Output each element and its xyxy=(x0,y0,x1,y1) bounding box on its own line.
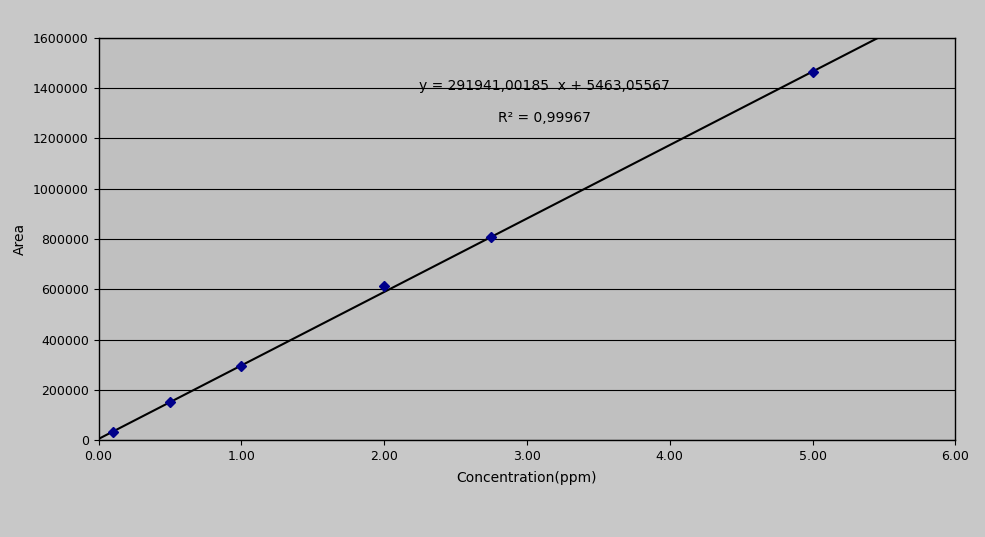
Text: y = 291941,00185  x + 5463,05567: y = 291941,00185 x + 5463,05567 xyxy=(419,79,670,93)
Y-axis label: Area: Area xyxy=(14,223,28,255)
Text: R² = 0,99967: R² = 0,99967 xyxy=(497,111,591,125)
X-axis label: Concentration(ppm): Concentration(ppm) xyxy=(457,471,597,485)
